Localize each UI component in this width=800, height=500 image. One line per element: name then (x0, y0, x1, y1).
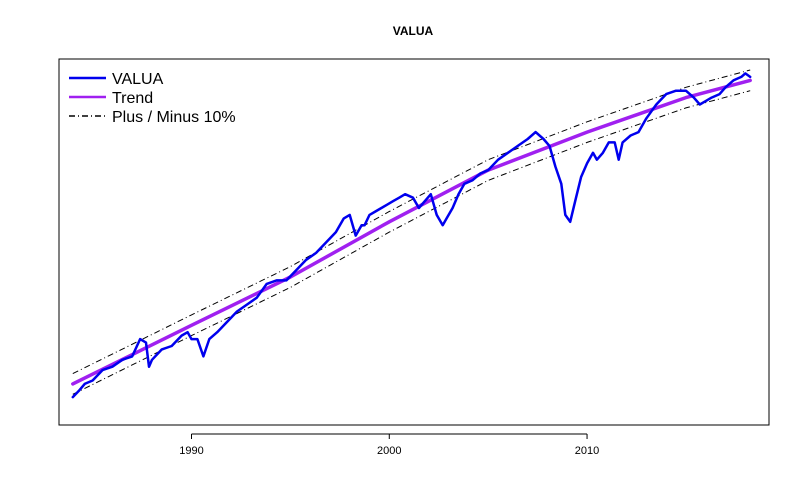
x-axis: 1990 2000 2010 (179, 433, 599, 457)
legend-label-valua: VALUA (112, 71, 164, 88)
chart-title: VALUA (393, 24, 434, 38)
legend: VALUA Trend Plus / Minus 10% (69, 71, 236, 126)
trend-line (71, 78, 752, 386)
x-tick-label: 1990 (179, 445, 203, 457)
x-tick-label: 2010 (575, 445, 599, 457)
plot-frame (58, 58, 770, 426)
legend-label-band: Plus / Minus 10% (112, 109, 236, 126)
minus-10-line (72, 90, 751, 395)
valua-line (71, 72, 752, 399)
x-tick-label: 2000 (377, 445, 401, 457)
legend-label-trend: Trend (112, 90, 153, 107)
